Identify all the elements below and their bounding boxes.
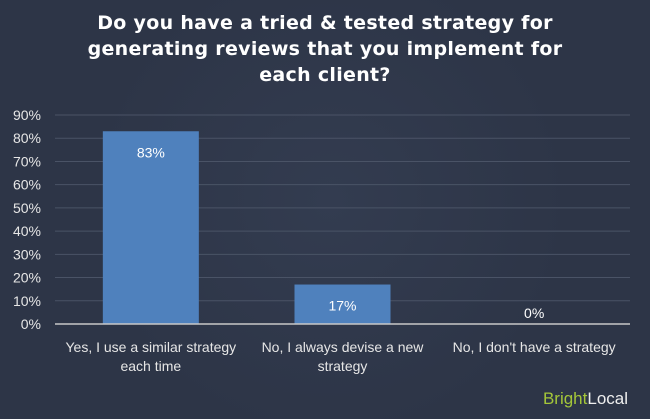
- data-label: 17%: [328, 298, 356, 314]
- y-tick-label: 80%: [13, 130, 41, 146]
- title-line: generating reviews that you implement fo…: [87, 38, 563, 60]
- x-tick-label: Yes, I use a similar strategy: [65, 339, 236, 355]
- y-tick-label: 30%: [13, 246, 41, 262]
- bar: [102, 131, 199, 324]
- y-tick-label: 70%: [13, 153, 41, 169]
- y-tick-label: 0%: [21, 316, 41, 332]
- brightlocal-logo: BrightLocal: [542, 389, 628, 408]
- title-line: Do you have a tried & tested strategy fo…: [97, 12, 553, 34]
- title-line: each client?: [259, 64, 391, 86]
- y-tick-label: 20%: [13, 270, 41, 286]
- bar: [294, 284, 391, 324]
- y-tick-label: 90%: [13, 107, 41, 123]
- y-tick-label: 60%: [13, 177, 41, 193]
- data-label: 83%: [137, 144, 165, 160]
- x-tick-label: No, I always devise a new: [262, 339, 425, 355]
- chart-title: Do you have a tried & tested strategy fo…: [0, 10, 650, 88]
- x-tick-label: each time: [120, 358, 181, 374]
- x-tick-label: strategy: [318, 358, 368, 374]
- y-tick-label: 40%: [13, 223, 41, 239]
- y-tick-label: 10%: [13, 293, 41, 309]
- data-label: 0%: [524, 305, 544, 321]
- x-tick-label: No, I don't have a strategy: [453, 339, 616, 355]
- y-tick-label: 50%: [13, 200, 41, 216]
